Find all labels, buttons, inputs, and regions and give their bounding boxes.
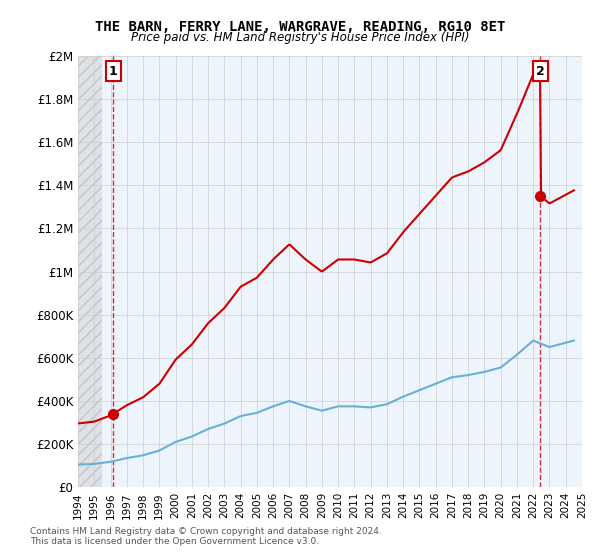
Text: THE BARN, FERRY LANE, WARGRAVE, READING, RG10 8ET: THE BARN, FERRY LANE, WARGRAVE, READING,… xyxy=(95,20,505,34)
Text: Price paid vs. HM Land Registry's House Price Index (HPI): Price paid vs. HM Land Registry's House … xyxy=(131,31,469,44)
Text: 1: 1 xyxy=(109,64,118,78)
Text: 2: 2 xyxy=(536,64,545,78)
Bar xyxy=(78,56,103,487)
Text: Contains HM Land Registry data © Crown copyright and database right 2024.
This d: Contains HM Land Registry data © Crown c… xyxy=(30,526,382,546)
